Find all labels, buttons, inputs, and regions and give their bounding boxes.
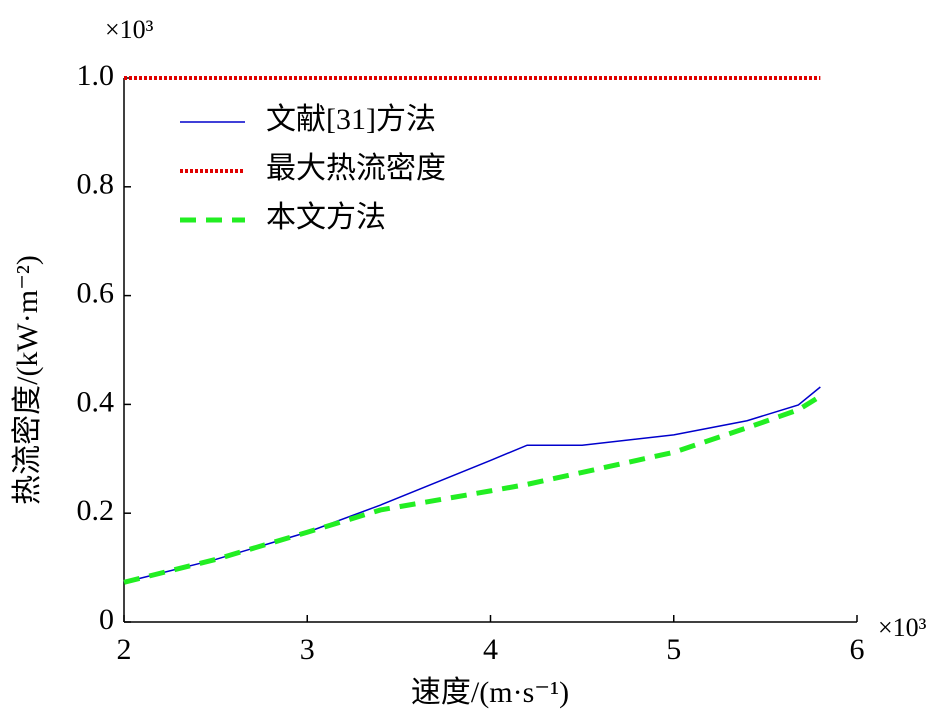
x-tick-label: 2	[117, 633, 132, 666]
y-tick-label: 0.6	[77, 276, 115, 309]
x-tick-label: 4	[483, 633, 498, 666]
y-multiplier: ×10³	[105, 15, 154, 44]
x-multiplier: ×10³	[878, 613, 927, 642]
y-tick-label: 0.2	[77, 494, 115, 527]
x-tick-label: 5	[666, 633, 681, 666]
legend-label: 文献[31]方法	[266, 103, 436, 136]
y-tick-label: 0.8	[77, 168, 115, 201]
y-axis-label: 热流密度/(kW·m⁻²)	[11, 255, 44, 505]
x-tick-label: 6	[850, 633, 865, 666]
line-series	[123, 386, 821, 584]
y-tick-label: 0	[99, 603, 114, 636]
legend-label: 最大热流密度	[266, 152, 446, 185]
legend-label: 本文方法	[266, 201, 386, 234]
x-tick-label: 3	[300, 633, 315, 666]
x-axis-label: 速度/(m·s⁻¹)	[411, 676, 569, 709]
y-tick-label: 1.0	[77, 59, 115, 92]
line-series	[123, 394, 822, 585]
y-tick-label: 0.4	[77, 385, 115, 418]
